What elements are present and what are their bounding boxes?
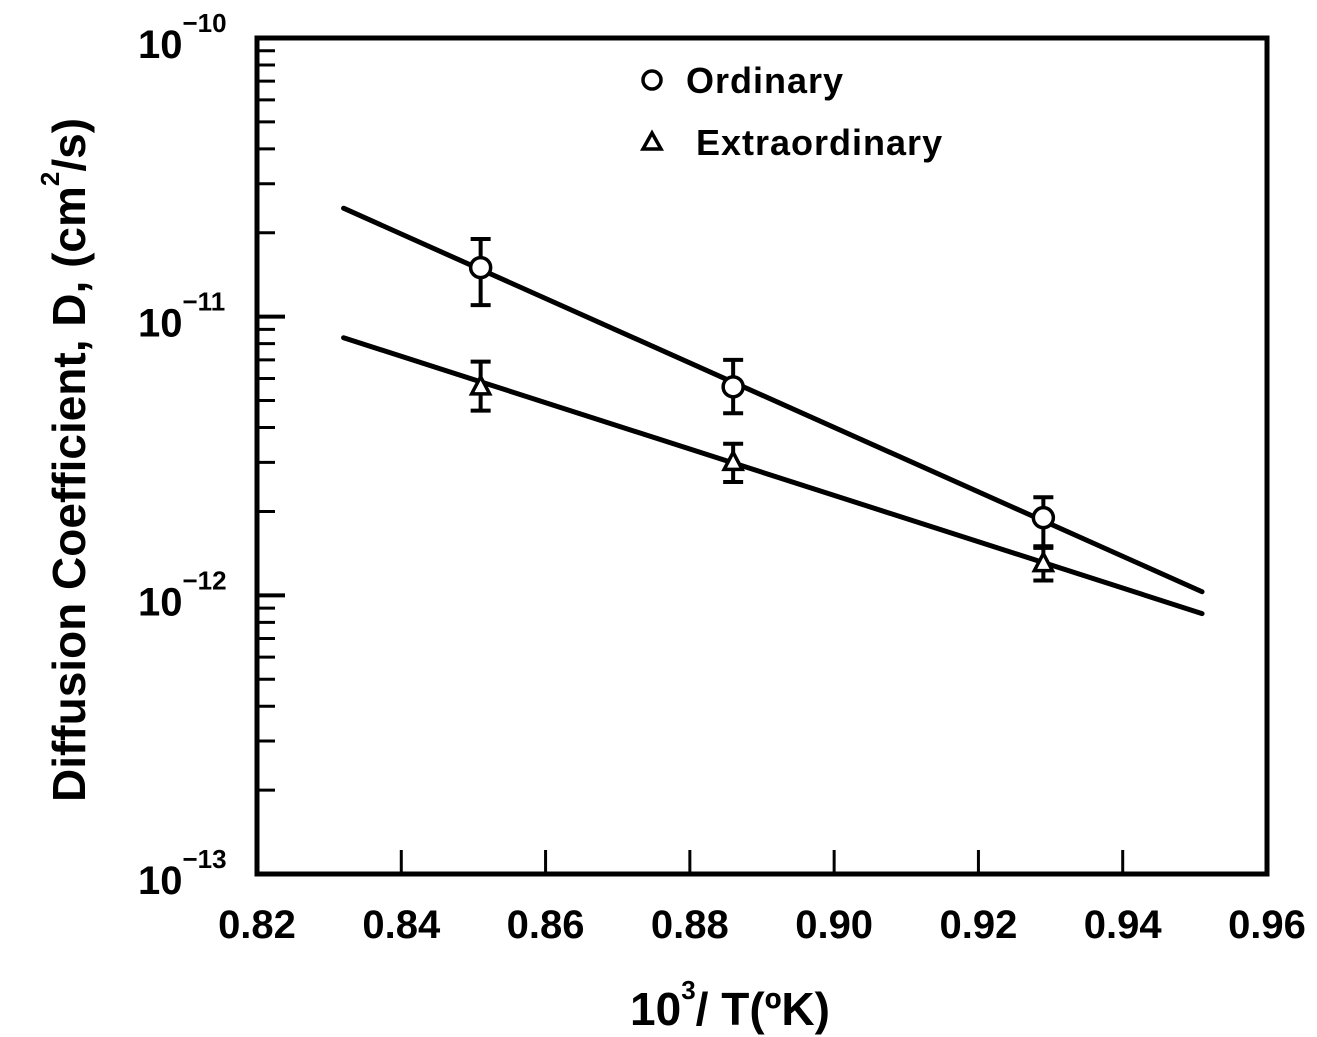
- x-tick-label: 0.88: [651, 903, 729, 947]
- fit-line-extraordinary: [341, 335, 1205, 617]
- extraordinary-point: [1031, 549, 1056, 573]
- x-axis-title: 103/ T(ºK): [630, 975, 830, 1035]
- y-tick-label: 10−11: [138, 287, 225, 346]
- x-tick-label: 0.92: [939, 903, 1017, 947]
- x-ticks: [255, 850, 1269, 874]
- ordinary-point: [721, 375, 745, 399]
- extraordinary-point: [468, 373, 493, 396]
- y-tick-label: 10−12: [138, 565, 227, 624]
- legend-label-ordinary: Ordinary: [686, 60, 844, 101]
- legend-ordinary-marker: [641, 69, 663, 91]
- plot-frame: [254, 35, 1270, 877]
- x-tick-label: 0.90: [795, 903, 873, 947]
- legend: Ordinary Extraordinary: [640, 60, 943, 163]
- ordinary-point: [468, 255, 493, 280]
- y-tick-label: 10−13: [138, 844, 227, 903]
- y-tick-labels: 10−10 10−11 10−12 10−13: [138, 8, 227, 903]
- x-tick-label: 0.82: [218, 903, 296, 947]
- y-axis-title: Diffusion Coefficient, D, (cm2/s): [35, 118, 95, 802]
- error-bars: [470, 236, 1054, 583]
- x-tick-label: 0.84: [362, 903, 441, 947]
- legend-extraordinary-marker: [640, 129, 664, 151]
- y-minor-ticks: [257, 49, 275, 792]
- y-tick-label: 10−10: [138, 8, 227, 67]
- extraordinary-point: [721, 448, 746, 472]
- x-tick-labels: 0.82 0.84 0.86 0.88 0.90 0.92 0.94 0.96: [218, 903, 1306, 947]
- x-tick-label: 0.86: [507, 903, 585, 947]
- y-major-ticks: [257, 36, 285, 876]
- x-tick-label: 0.94: [1084, 903, 1163, 947]
- legend-label-extraordinary: Extraordinary: [696, 122, 943, 163]
- x-tick-label: 0.96: [1228, 903, 1306, 947]
- data-markers: [468, 255, 1056, 573]
- ordinary-point: [1031, 505, 1056, 530]
